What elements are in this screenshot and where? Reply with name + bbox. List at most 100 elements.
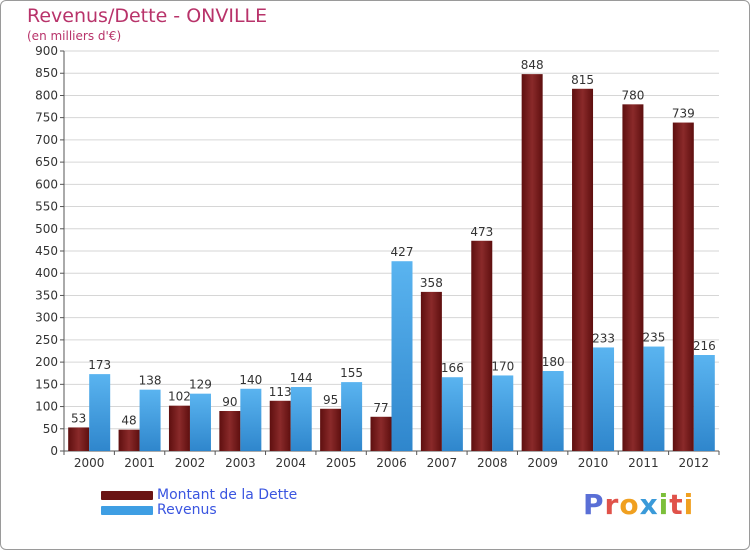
chart-subtitle: (en milliers d'€) (27, 29, 122, 43)
bar-dette (471, 240, 493, 451)
legend-label-dette: Montant de la Dette (157, 487, 298, 503)
legend-item-revenus: Revenus (101, 502, 297, 518)
data-label-revenus: 427 (391, 245, 414, 259)
data-label-dette: 48 (121, 414, 136, 428)
x-tick-label: 2011 (628, 456, 659, 470)
proxiti-logo: Proxiti (583, 488, 694, 521)
x-tick-label: 2007 (427, 456, 458, 470)
bar-revenus (693, 355, 715, 451)
bar-dette (68, 427, 90, 451)
bar-revenus (441, 377, 463, 451)
data-label-dette: 739 (672, 107, 695, 121)
legend-item-dette: Montant de la Dette (101, 487, 298, 503)
data-label-revenus: 180 (542, 355, 565, 369)
legend-swatch-dette (101, 490, 153, 500)
bar-dette (622, 104, 644, 451)
x-tick-label: 2003 (225, 456, 256, 470)
logo-letter: o (619, 488, 640, 521)
bar-dette (118, 429, 140, 451)
x-tick-label: 2010 (578, 456, 609, 470)
legend-label-revenus: Revenus (157, 502, 217, 518)
bar-dette (521, 74, 543, 451)
y-tick-label: 900 (35, 44, 58, 58)
logo-letter: i (658, 488, 670, 521)
logo-letter: t (669, 488, 684, 521)
data-label-dette: 113 (269, 385, 292, 399)
logo-letter: r (604, 488, 620, 521)
data-label-revenus: 173 (88, 358, 111, 372)
y-tick-label: 300 (35, 311, 58, 325)
y-tick-label: 500 (35, 222, 58, 236)
y-tick-label: 700 (35, 133, 58, 147)
bar-revenus (542, 371, 564, 451)
bar-revenus (593, 347, 615, 451)
x-tick-label: 2006 (376, 456, 407, 470)
legend-swatch-revenus (101, 505, 153, 515)
bar-revenus (189, 393, 211, 451)
bar-revenus (290, 387, 312, 451)
x-tick-label: 2008 (477, 456, 508, 470)
bar-dette (269, 400, 291, 451)
bar-dette (370, 416, 392, 451)
data-label-revenus: 216 (693, 339, 716, 353)
data-label-revenus: 235 (642, 331, 665, 345)
logo-letter: x (639, 488, 659, 521)
data-label-dette: 780 (621, 88, 644, 102)
logo-letter: i (683, 488, 695, 521)
bar-revenus (139, 389, 161, 451)
bar-dette (320, 408, 342, 451)
x-tick-label: 2012 (679, 456, 710, 470)
bar-revenus (341, 382, 363, 451)
bar-dette (219, 411, 241, 451)
bar-revenus (240, 388, 262, 451)
data-label-dette: 53 (71, 411, 86, 425)
y-tick-label: 450 (35, 244, 58, 258)
x-tick-label: 2004 (275, 456, 306, 470)
x-tick-label: 2001 (124, 456, 155, 470)
data-label-dette: 90 (222, 395, 237, 409)
x-tick-label: 2000 (74, 456, 105, 470)
y-tick-label: 50 (43, 422, 58, 436)
data-label-revenus: 170 (491, 359, 514, 373)
x-tick-label: 2005 (326, 456, 357, 470)
data-label-revenus: 166 (441, 361, 464, 375)
data-label-dette: 473 (470, 225, 493, 239)
y-tick-label: 600 (35, 177, 58, 191)
chart-title: Revenus/Dette - ONVILLE (27, 5, 268, 27)
chart-legend: Montant de la Dette Revenus (101, 487, 298, 518)
data-label-dette: 848 (521, 58, 544, 72)
x-tick-label: 2009 (527, 456, 558, 470)
y-tick-label: 250 (35, 333, 58, 347)
y-tick-label: 400 (35, 266, 58, 280)
bar-revenus (643, 346, 665, 451)
bar-dette (672, 122, 694, 452)
x-tick-label: 2002 (175, 456, 206, 470)
logo-letter: P (583, 488, 605, 521)
y-tick-label: 800 (35, 88, 58, 102)
y-tick-label: 550 (35, 200, 58, 214)
bar-revenus (492, 375, 514, 451)
data-label-revenus: 138 (139, 374, 162, 388)
data-label-dette: 815 (571, 73, 594, 87)
bar-revenus (89, 374, 111, 451)
data-label-dette: 358 (420, 276, 443, 290)
y-tick-label: 200 (35, 355, 58, 369)
y-tick-label: 150 (35, 377, 58, 391)
data-label-revenus: 233 (592, 331, 615, 345)
data-label-revenus: 144 (290, 371, 313, 385)
y-tick-label: 850 (35, 66, 58, 80)
bar-dette (572, 88, 594, 452)
bar-dette (168, 405, 190, 451)
data-label-dette: 102 (168, 390, 191, 404)
data-label-dette: 77 (373, 401, 388, 415)
y-tick-label: 650 (35, 155, 58, 169)
y-tick-label: 100 (35, 400, 58, 414)
bar-revenus (391, 261, 413, 451)
data-label-revenus: 129 (189, 378, 212, 392)
y-tick-label: 350 (35, 288, 58, 302)
y-tick-label: 750 (35, 111, 58, 125)
data-label-revenus: 155 (340, 366, 363, 380)
y-tick-label: 0 (50, 444, 58, 458)
